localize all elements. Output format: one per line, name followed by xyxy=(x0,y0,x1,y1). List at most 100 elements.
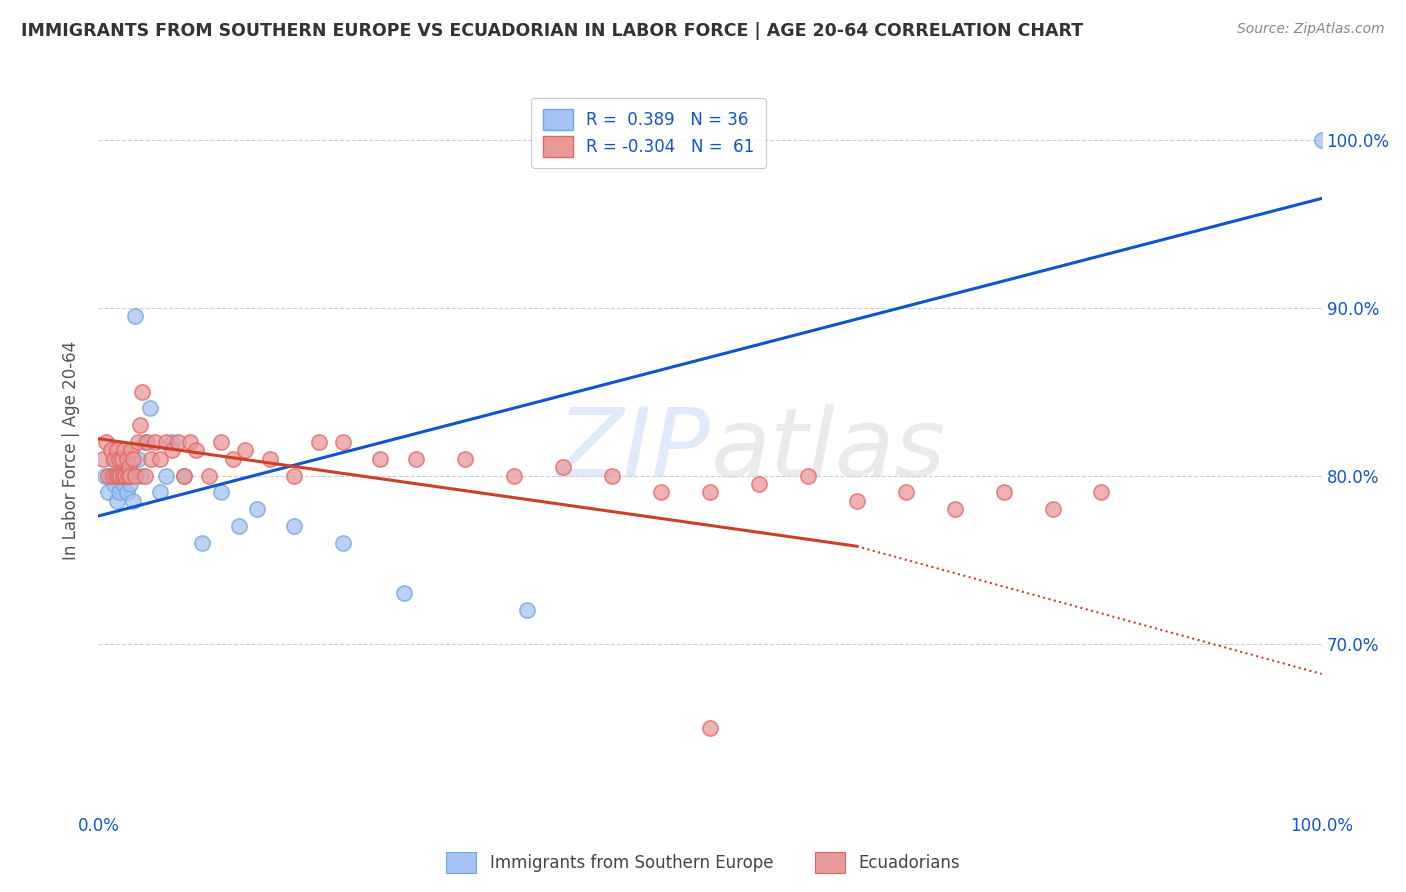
Point xyxy=(117,468,139,483)
Point xyxy=(186,443,208,458)
Point xyxy=(127,435,149,450)
Point xyxy=(283,519,305,533)
Point xyxy=(308,435,330,450)
Point xyxy=(553,460,575,475)
Point xyxy=(454,451,477,466)
Point xyxy=(121,494,143,508)
Point xyxy=(129,418,152,433)
Legend: R =  0.389   N = 36, R = -0.304   N =  61: R = 0.389 N = 36, R = -0.304 N = 61 xyxy=(531,97,766,169)
Point xyxy=(503,468,526,483)
Point xyxy=(111,451,134,466)
Point xyxy=(103,477,125,491)
Point xyxy=(209,435,232,450)
Point xyxy=(136,435,159,450)
Point xyxy=(93,468,115,483)
Point xyxy=(97,468,120,483)
Point xyxy=(160,435,183,450)
Point xyxy=(112,468,135,483)
Point xyxy=(112,443,135,458)
Point xyxy=(1090,485,1112,500)
Y-axis label: In Labor Force | Age 20-64: In Labor Force | Age 20-64 xyxy=(62,341,80,560)
Point xyxy=(149,485,172,500)
Point xyxy=(143,435,166,450)
Point xyxy=(124,468,146,483)
Point xyxy=(797,468,820,483)
Point xyxy=(699,485,721,500)
Point xyxy=(283,468,305,483)
Point xyxy=(155,435,177,450)
Point xyxy=(110,468,132,483)
Point xyxy=(127,451,149,466)
Point xyxy=(173,468,195,483)
Point xyxy=(228,519,250,533)
Point xyxy=(332,435,354,450)
Point xyxy=(134,435,156,450)
Point xyxy=(105,443,128,458)
Point xyxy=(993,485,1015,500)
Point xyxy=(124,309,146,323)
Point xyxy=(134,468,156,483)
Point xyxy=(115,485,138,500)
Point xyxy=(111,451,134,466)
Text: Source: ZipAtlas.com: Source: ZipAtlas.com xyxy=(1237,22,1385,37)
Point xyxy=(104,468,127,483)
Point xyxy=(515,603,537,617)
Legend: Immigrants from Southern Europe, Ecuadorians: Immigrants from Southern Europe, Ecuador… xyxy=(440,846,966,880)
Point xyxy=(650,485,672,500)
Point xyxy=(332,536,354,550)
Point xyxy=(1042,502,1064,516)
Point xyxy=(943,502,966,516)
Point xyxy=(699,721,721,735)
Point xyxy=(120,443,142,458)
Point xyxy=(108,451,131,466)
Point xyxy=(110,468,132,483)
Point xyxy=(120,468,142,483)
Point xyxy=(179,435,201,450)
Point xyxy=(91,451,114,466)
Point xyxy=(101,451,124,466)
Point xyxy=(748,477,770,491)
Text: IMMIGRANTS FROM SOUTHERN EUROPE VS ECUADORIAN IN LABOR FORCE | AGE 20-64 CORRELA: IMMIGRANTS FROM SOUTHERN EUROPE VS ECUAD… xyxy=(21,22,1083,40)
Point xyxy=(197,468,219,483)
Point xyxy=(845,494,868,508)
Point xyxy=(160,443,183,458)
Point xyxy=(107,468,129,483)
Point xyxy=(368,451,391,466)
Point xyxy=(118,460,141,475)
Point xyxy=(139,451,162,466)
Point xyxy=(103,451,125,466)
Point xyxy=(118,468,141,483)
Point xyxy=(1310,133,1333,147)
Point xyxy=(173,468,195,483)
Point xyxy=(97,485,120,500)
Point xyxy=(131,384,153,399)
Point xyxy=(105,494,128,508)
Point xyxy=(405,451,427,466)
Point xyxy=(114,468,136,483)
Point xyxy=(121,451,143,466)
Point xyxy=(191,536,214,550)
Point xyxy=(114,460,136,475)
Point xyxy=(100,468,122,483)
Point xyxy=(100,443,122,458)
Point xyxy=(105,468,128,483)
Point xyxy=(120,451,142,466)
Point xyxy=(149,451,172,466)
Point xyxy=(111,477,134,491)
Point xyxy=(259,451,281,466)
Point xyxy=(94,435,117,450)
Text: ZIP: ZIP xyxy=(557,404,710,497)
Point xyxy=(222,451,245,466)
Point xyxy=(120,477,142,491)
Point xyxy=(233,443,256,458)
Point xyxy=(115,451,138,466)
Point xyxy=(101,468,124,483)
Point xyxy=(129,468,152,483)
Point xyxy=(139,401,162,416)
Point xyxy=(167,435,190,450)
Point xyxy=(894,485,917,500)
Point xyxy=(246,502,269,516)
Point xyxy=(108,485,131,500)
Text: atlas: atlas xyxy=(710,404,945,497)
Point xyxy=(392,586,416,600)
